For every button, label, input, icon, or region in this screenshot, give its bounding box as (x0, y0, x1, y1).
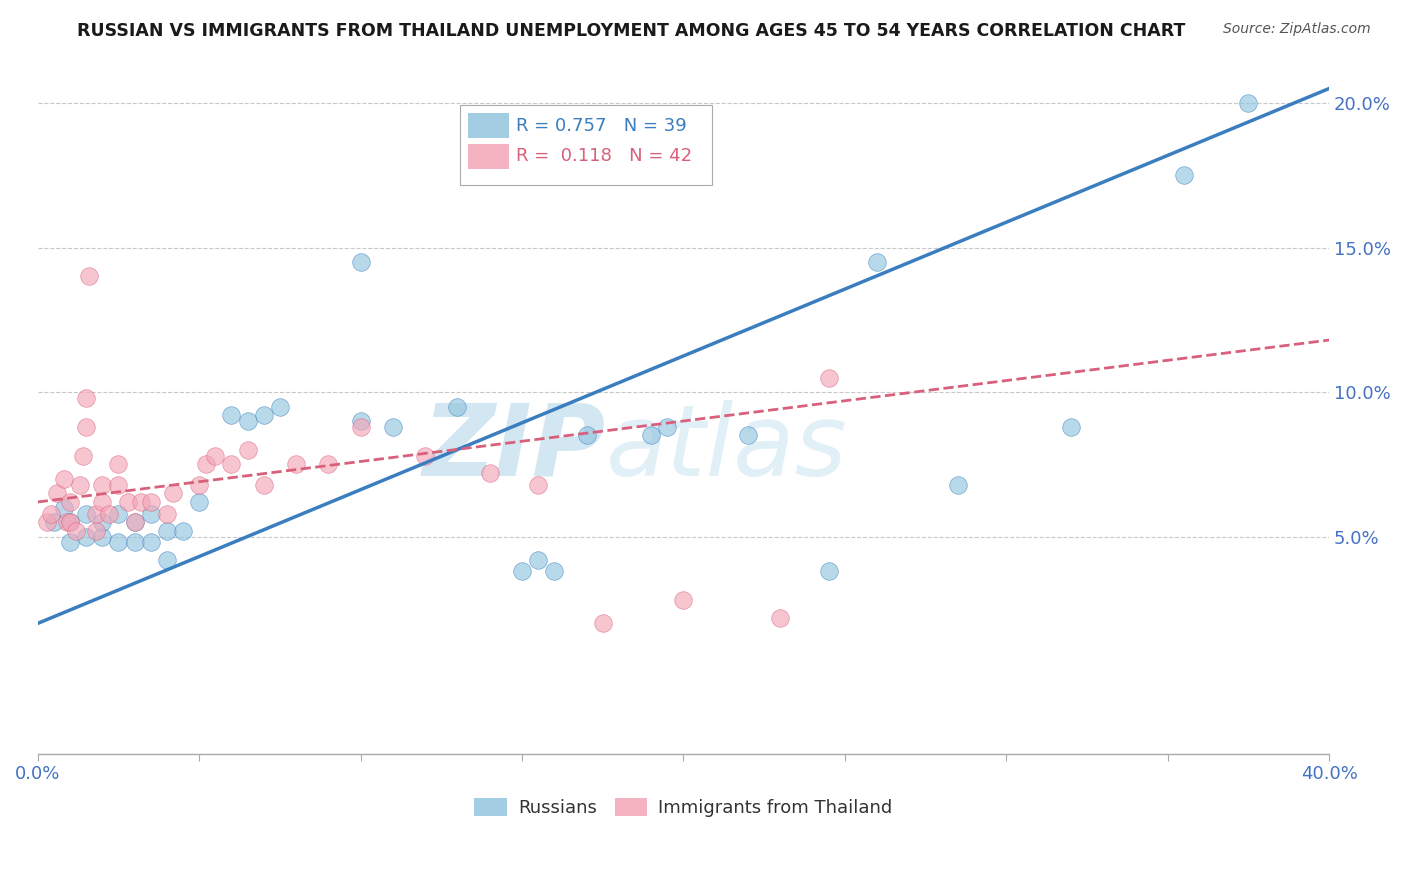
Point (39, 507, 62, 521)
Point (52, 472, 75, 486)
Point (413, 449, 436, 463)
Text: Source: ZipAtlas.com: Source: ZipAtlas.com (1223, 22, 1371, 37)
Point (91, 530, 114, 544)
Point (84, 524, 107, 538)
Point (65, 524, 87, 538)
Point (640, 428, 662, 442)
Point (188, 477, 211, 491)
Point (91, 477, 114, 491)
Point (478, 466, 501, 480)
Point (107, 535, 129, 549)
Point (91, 495, 114, 509)
Point (52, 500, 75, 515)
Point (543, 565, 565, 579)
FancyBboxPatch shape (468, 144, 509, 169)
Point (55, 515, 77, 529)
Point (527, 477, 550, 491)
Point (117, 495, 139, 509)
Point (446, 400, 468, 414)
Point (188, 495, 211, 509)
Point (253, 477, 276, 491)
Point (769, 610, 792, 624)
FancyBboxPatch shape (460, 104, 711, 185)
Text: ZIP: ZIP (423, 400, 606, 497)
Point (817, 370, 839, 384)
Point (527, 553, 550, 567)
Point (37, 515, 59, 529)
Point (107, 458, 129, 472)
Point (59, 495, 82, 509)
Point (737, 428, 759, 442)
Point (156, 507, 179, 521)
Point (75, 507, 97, 521)
Point (221, 458, 243, 472)
Point (575, 428, 598, 442)
Point (84, 507, 107, 521)
Point (42, 515, 65, 529)
Point (139, 507, 162, 521)
Point (162, 486, 184, 500)
Point (139, 495, 162, 509)
Point (349, 414, 371, 428)
Point (316, 458, 339, 472)
Point (221, 409, 243, 423)
Point (349, 419, 371, 434)
Point (172, 524, 194, 538)
Point (79, 269, 101, 284)
Legend: Russians, Immigrants from Thailand: Russians, Immigrants from Thailand (467, 790, 900, 824)
Point (156, 524, 179, 538)
Point (75, 419, 97, 434)
Point (657, 419, 679, 434)
Point (592, 616, 614, 631)
Point (866, 255, 889, 269)
Point (59, 535, 82, 549)
Text: R = 0.757   N = 39: R = 0.757 N = 39 (516, 117, 686, 135)
Point (107, 507, 129, 521)
Point (285, 458, 308, 472)
Point (349, 255, 371, 269)
Point (204, 449, 226, 463)
Point (1173, 168, 1195, 182)
Point (124, 515, 146, 529)
Point (1060, 419, 1083, 434)
Point (672, 593, 695, 607)
Point (59, 515, 82, 529)
Text: atlas: atlas (606, 400, 848, 497)
Point (817, 565, 839, 579)
Point (946, 477, 969, 491)
Point (59, 515, 82, 529)
Text: RUSSIAN VS IMMIGRANTS FROM THAILAND UNEMPLOYMENT AMONG AGES 45 TO 54 YEARS CORRE: RUSSIAN VS IMMIGRANTS FROM THAILAND UNEM… (77, 22, 1185, 40)
Point (139, 535, 162, 549)
Text: R =  0.118   N = 42: R = 0.118 N = 42 (516, 147, 692, 165)
Point (124, 515, 146, 529)
FancyBboxPatch shape (468, 113, 509, 138)
Point (75, 391, 97, 405)
Point (75, 530, 97, 544)
Point (97, 507, 120, 521)
Point (194, 458, 217, 472)
Point (124, 535, 146, 549)
Point (253, 409, 276, 423)
Point (46, 486, 69, 500)
Point (381, 419, 404, 434)
Point (72, 449, 94, 463)
Point (129, 495, 152, 509)
Point (1237, 95, 1260, 110)
Point (236, 442, 259, 457)
Point (107, 477, 129, 491)
Point (69, 477, 91, 491)
Point (156, 553, 179, 567)
Point (510, 565, 533, 579)
Point (236, 414, 259, 428)
Point (91, 515, 114, 529)
Point (269, 400, 291, 414)
